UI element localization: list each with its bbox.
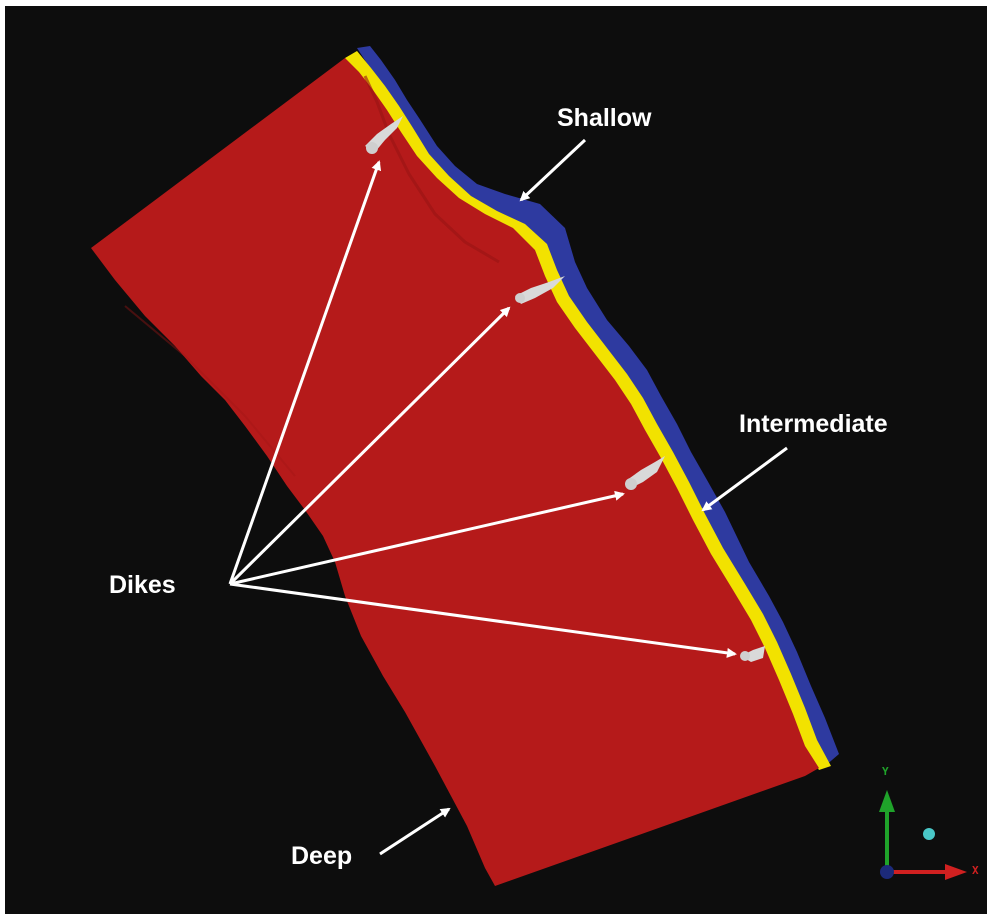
dike-2 bbox=[515, 276, 565, 304]
z-axis-origin bbox=[880, 865, 894, 879]
axis-triad bbox=[879, 790, 967, 880]
dike-arrow-4 bbox=[229, 582, 737, 658]
x-axis-arrowhead bbox=[945, 864, 967, 880]
geologic-model-view: Shallow Intermediate Dikes Deep Y X bbox=[5, 6, 987, 914]
dike-1 bbox=[365, 116, 403, 154]
intermediate-arrow bbox=[701, 446, 788, 512]
dike-3 bbox=[625, 456, 665, 490]
shallow-arrow bbox=[519, 138, 587, 202]
deep-label: Deep bbox=[291, 842, 353, 870]
x-axis-label: X bbox=[972, 864, 979, 877]
deep-arrow bbox=[379, 807, 451, 856]
deep-surface bbox=[91, 58, 819, 886]
view-marker bbox=[923, 828, 935, 840]
dike-arrow-1 bbox=[228, 160, 382, 585]
y-axis-label: Y bbox=[882, 765, 889, 778]
dike-4 bbox=[740, 646, 765, 662]
y-axis-arrowhead bbox=[879, 790, 895, 812]
model-canvas bbox=[91, 46, 967, 886]
dike-arrow-2 bbox=[228, 306, 511, 586]
dike-arrow-3 bbox=[229, 490, 625, 586]
shallow-label: Shallow bbox=[557, 104, 652, 132]
intermediate-label: Intermediate bbox=[739, 410, 888, 438]
dikes-label: Dikes bbox=[109, 571, 176, 599]
